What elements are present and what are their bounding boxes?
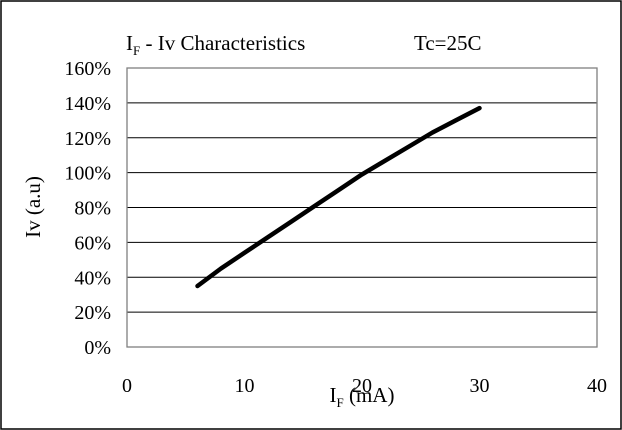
x-tick-label: 40 [587,375,607,397]
plot-area [126,67,598,348]
y-tick-labels: 0% 20% 40% 60% 80% 100% 120% 140% 160% [64,58,111,359]
y-axis-label: Iv (a.u) [21,176,45,238]
y-tick-label: 0% [84,337,111,359]
chart-condition: Tc=25C [414,31,482,55]
x-tick-label: 10 [235,375,255,397]
y-tick-label: 60% [74,232,111,254]
y-tick-label: 20% [74,302,111,324]
y-tick-label: 40% [74,267,111,289]
y-tick-label: 120% [64,128,111,150]
y-tick-label: 160% [64,58,111,80]
y-tick-label: 140% [64,93,111,115]
x-tick-label: 0 [122,375,132,397]
x-tick-label: 20 [352,375,372,397]
x-tick-label: 30 [470,375,490,397]
x-axis-label: IF (mA) [330,383,395,410]
chart-title: IF - Iv Characteristics [126,31,305,58]
y-tick-label: 80% [74,198,111,220]
y-tick-label: 100% [64,163,111,185]
x-tick-labels: 0 10 20 30 40 [122,375,607,397]
series-layer [195,105,482,289]
series-line [195,105,482,289]
